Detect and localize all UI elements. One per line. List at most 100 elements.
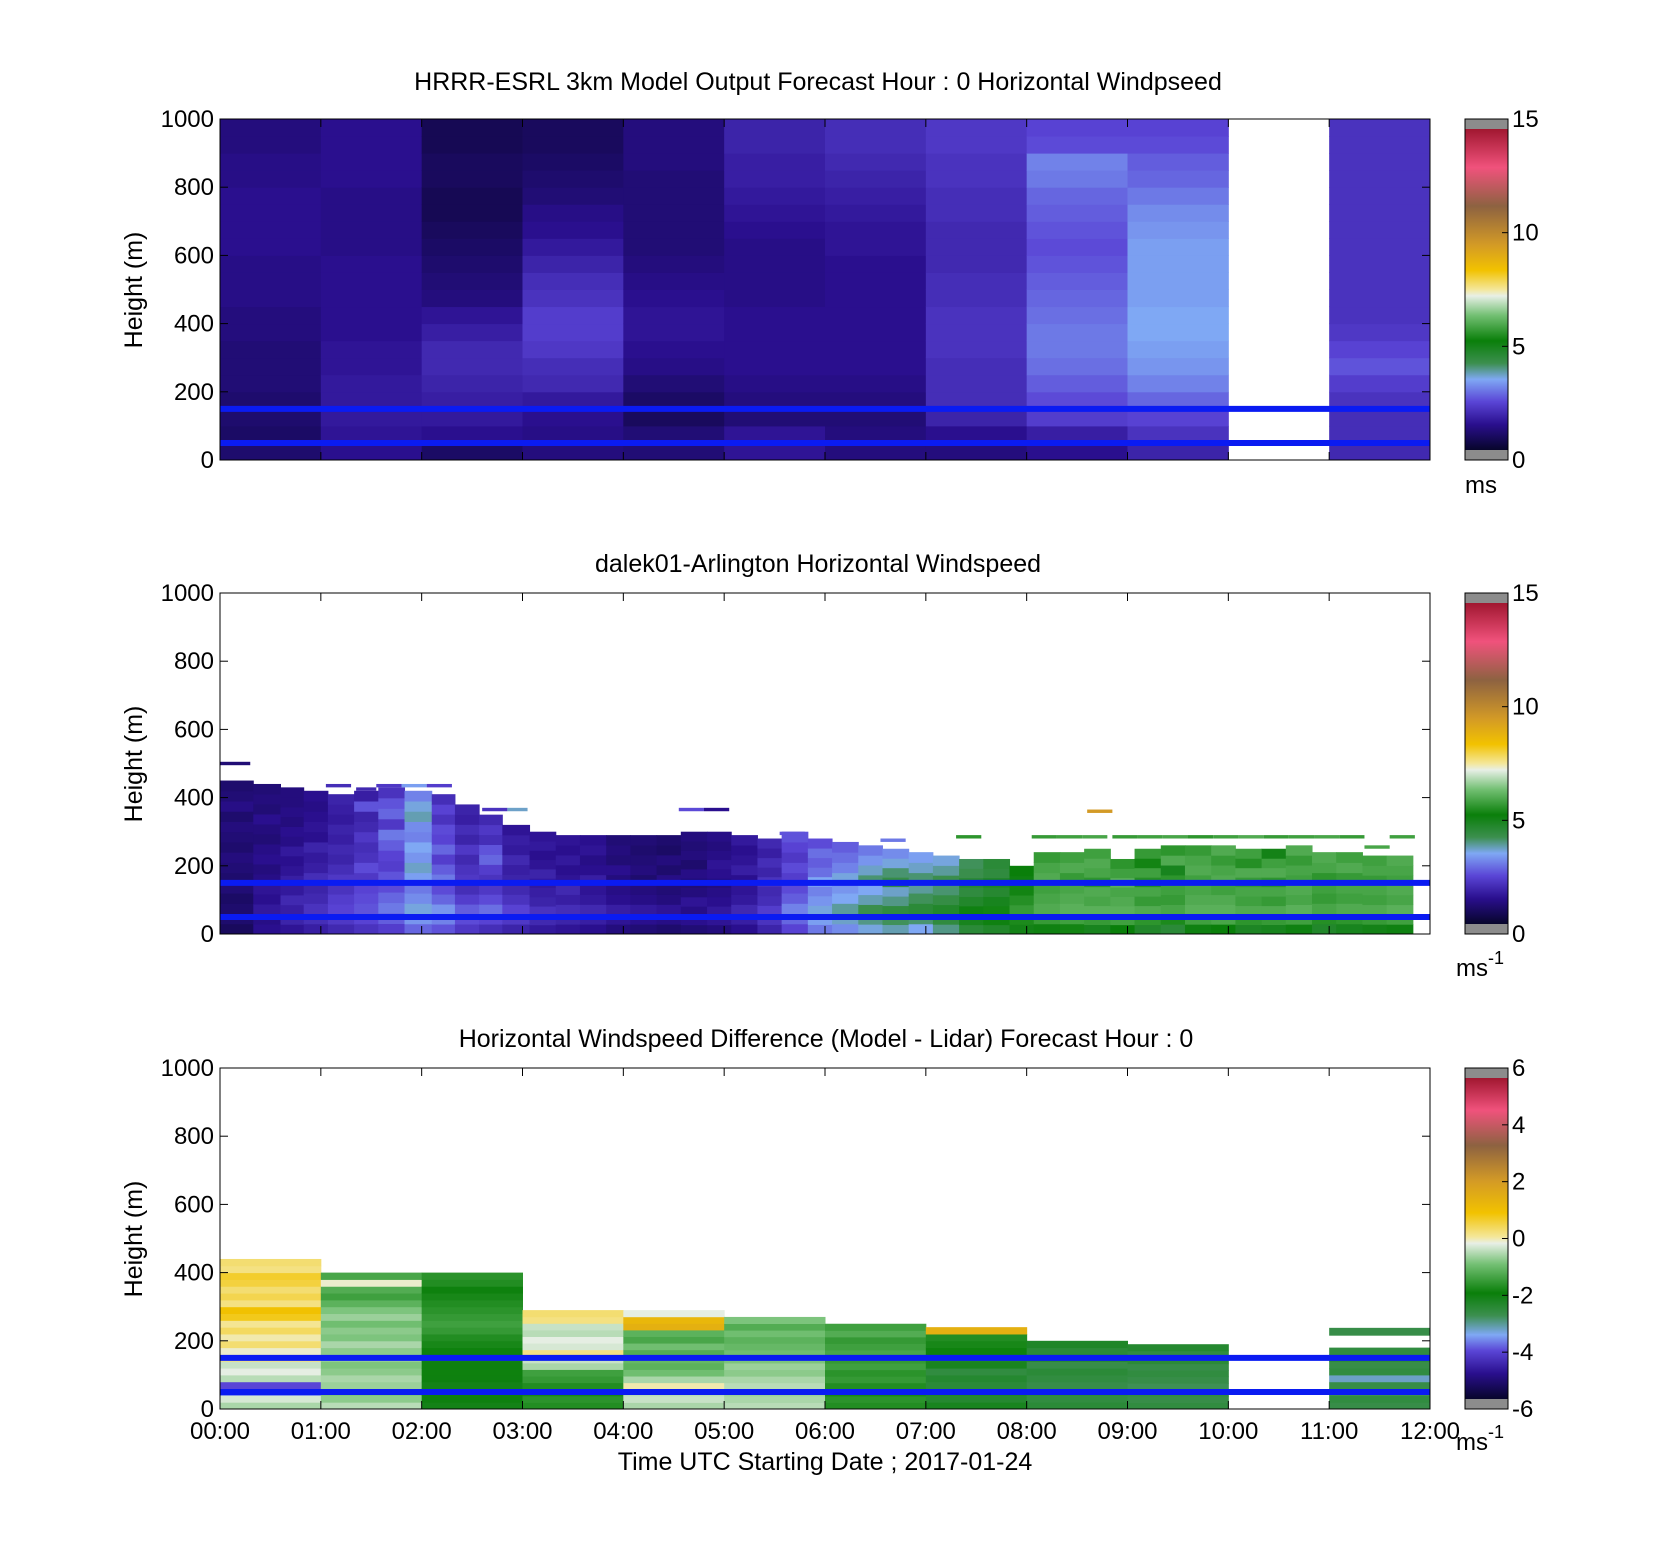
heatmap-cell	[455, 864, 480, 874]
heatmap-cell	[825, 238, 926, 256]
heatmap-cell	[825, 1396, 926, 1403]
heatmap-cell	[1163, 835, 1188, 838]
heatmap-cell	[253, 864, 281, 875]
heatmap-cell	[479, 894, 503, 904]
panel-model-output: HRRR-ESRL 3km Model Output Forecast Hour…	[120, 68, 1539, 499]
heatmap-cell	[304, 862, 329, 873]
heatmap-cell	[220, 791, 254, 802]
heatmap-cell	[1329, 1348, 1430, 1355]
colorbar-tick-label: -6	[1512, 1396, 1533, 1423]
heatmap-cell	[1128, 204, 1229, 222]
heatmap-cell	[321, 341, 422, 359]
heatmap-cell	[707, 860, 732, 870]
heatmap-cell	[623, 1383, 724, 1390]
heatmap-cell	[782, 842, 809, 853]
heatmap-cell	[1329, 1361, 1430, 1368]
y-tick-label: 1000	[161, 106, 214, 133]
colorbar: 051015	[1465, 106, 1539, 474]
heatmap-cell	[321, 1273, 422, 1280]
heatmap-cell	[220, 1314, 321, 1321]
heatmap-cell	[1087, 810, 1112, 813]
heatmap-cell	[530, 832, 557, 842]
heatmap-cell	[1336, 924, 1363, 935]
heatmap-cell	[479, 864, 503, 874]
heatmap-cell	[1185, 895, 1212, 905]
heatmap-cell	[281, 787, 305, 797]
heatmap-cell	[502, 825, 530, 835]
heatmap-cell	[1161, 924, 1186, 934]
heatmap-cell	[321, 307, 422, 325]
heatmap-cell	[422, 170, 523, 188]
heatmap-cell	[1027, 375, 1128, 393]
heatmap-cell	[1185, 865, 1212, 875]
colorbar-tick-label: 10	[1512, 220, 1539, 247]
heatmap-cell	[502, 835, 530, 845]
heatmap-cell	[858, 904, 883, 914]
heatmap-cell	[220, 852, 254, 863]
heatmap-cell	[1027, 136, 1128, 154]
heatmap-cell	[523, 1343, 624, 1350]
heatmap-cell	[681, 860, 708, 870]
heatmap-cell	[657, 924, 682, 934]
heatmap-cell	[1027, 1341, 1128, 1348]
heatmap-cell	[1387, 924, 1414, 934]
heatmap-cell	[422, 1314, 523, 1321]
heatmap-cell	[606, 885, 631, 895]
heatmap-cell	[623, 1376, 724, 1383]
heatmap-cell	[304, 924, 329, 935]
heatmap-cell	[933, 924, 960, 934]
heatmap-cell	[825, 119, 926, 137]
heatmap-cell	[432, 844, 456, 854]
x-tick-label: 09:00	[1097, 1418, 1157, 1445]
x-tick-label: 08:00	[997, 1418, 1057, 1445]
heatmap-cell	[1027, 204, 1128, 222]
heatmap-cell	[455, 924, 480, 934]
heatmap-cell	[422, 221, 523, 239]
heatmap-cell	[378, 819, 405, 830]
heatmap-cell	[422, 1348, 523, 1355]
heatmap-cell	[455, 804, 480, 814]
heatmap-cell	[1128, 341, 1229, 359]
heatmap-cell	[1027, 341, 1128, 359]
heatmap-cell	[580, 885, 607, 895]
heatmap-cell	[422, 1327, 523, 1334]
heatmap-cell	[1339, 835, 1364, 838]
heatmap-cell	[220, 119, 321, 137]
heatmap-cell	[1329, 307, 1430, 325]
heatmap-cell	[724, 221, 825, 239]
heatmap-cell	[556, 835, 581, 845]
heatmap-cell	[623, 375, 724, 393]
heatmap-cell	[1027, 1361, 1128, 1368]
heatmap-cell	[502, 865, 530, 875]
heatmap-cell	[378, 903, 405, 914]
x-tick-label: 03:00	[492, 1418, 552, 1445]
heatmap-cell	[523, 1363, 624, 1370]
heatmap-cell	[321, 1334, 422, 1341]
heatmap-cell	[926, 1341, 1027, 1348]
heatmap-cell	[1336, 893, 1363, 904]
y-tick-label: 0	[201, 447, 214, 474]
heatmap-cell	[354, 842, 379, 853]
heatmap-cell	[405, 791, 433, 802]
heatmap-cell	[422, 1375, 523, 1382]
heatmap-cell	[422, 1279, 523, 1286]
heatmap-cell	[405, 842, 433, 853]
heatmap-cell	[880, 839, 905, 842]
heatmap-cell	[825, 1337, 926, 1344]
heatmap-cell	[825, 255, 926, 273]
colorbar-tick-label: 15	[1512, 106, 1539, 133]
heatmap-cell	[321, 1307, 422, 1314]
heatmap-cell	[623, 136, 724, 154]
heatmap-cell	[1185, 924, 1212, 934]
heatmap-cell	[321, 238, 422, 256]
heatmap-cell	[832, 852, 859, 863]
heatmap-cell	[523, 358, 624, 376]
heatmap-cell	[422, 1395, 523, 1402]
heatmap-cell	[882, 858, 909, 868]
heatmap-cell	[1128, 119, 1229, 137]
heatmap-cell	[724, 341, 825, 359]
heatmap-cell	[328, 804, 355, 814]
heatmap-cell	[1128, 153, 1229, 171]
heatmap-cell	[983, 887, 1010, 897]
heatmap-cell	[422, 1368, 523, 1375]
